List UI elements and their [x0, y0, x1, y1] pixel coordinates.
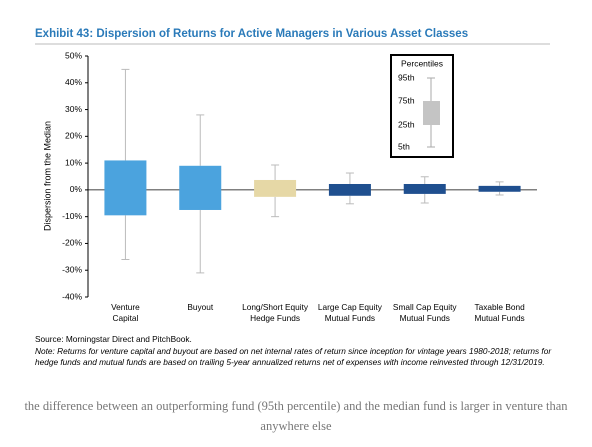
- chart-title: Exhibit 43: Dispersion of Returns for Ac…: [35, 28, 468, 40]
- note: Note: Returns for venture capital and bu…: [35, 346, 552, 367]
- box: [403, 183, 446, 194]
- x-tick-label: Buyout: [187, 302, 214, 312]
- y-tick-label: -10%: [62, 211, 82, 221]
- x-tick-label: Large Cap Equity: [318, 302, 383, 312]
- x-tick-label: Capital: [113, 313, 139, 323]
- y-tick-label: 40%: [65, 77, 82, 87]
- x-tick-label: Mutual Funds: [325, 313, 375, 323]
- y-tick-label: 30%: [65, 104, 82, 114]
- legend-label: 25th: [398, 119, 415, 129]
- legend-box: [390, 54, 454, 158]
- box: [328, 183, 371, 196]
- x-tick-label: Small Cap Equity: [393, 302, 457, 312]
- y-tick-label: 0%: [70, 184, 83, 194]
- source: Source: Morningstar Direct and PitchBook…: [35, 334, 192, 344]
- caption: the difference between an outperforming …: [24, 399, 568, 433]
- box: [104, 160, 147, 216]
- x-tick-label: Mutual Funds: [474, 313, 524, 323]
- x-tick-label: Venture: [111, 302, 140, 312]
- y-tick-label: 20%: [65, 131, 82, 141]
- x-tick-label: Hedge Funds: [250, 313, 300, 323]
- y-tick-label: 50%: [65, 50, 82, 60]
- legend-label: 95th: [398, 72, 415, 82]
- legend-label: 5th: [398, 141, 410, 151]
- box: [254, 179, 297, 197]
- x-tick-label: Mutual Funds: [400, 313, 450, 323]
- y-axis-label: Dispersion from the Median: [42, 121, 52, 231]
- y-tick-label: -40%: [62, 291, 82, 301]
- box: [179, 165, 222, 210]
- chart: Exhibit 43: Dispersion of Returns for Ac…: [35, 28, 550, 323]
- y-tick-label: -30%: [62, 264, 82, 274]
- legend-label: 75th: [398, 95, 415, 105]
- legend-swatch: [423, 101, 440, 125]
- legend-title: Percentiles: [401, 58, 443, 68]
- x-tick-label: Taxable Bond: [474, 302, 525, 312]
- y-tick-label: 10%: [65, 157, 82, 167]
- y-tick-label: -20%: [62, 238, 82, 248]
- box: [478, 185, 521, 192]
- x-tick-label: Long/Short Equity: [242, 302, 309, 312]
